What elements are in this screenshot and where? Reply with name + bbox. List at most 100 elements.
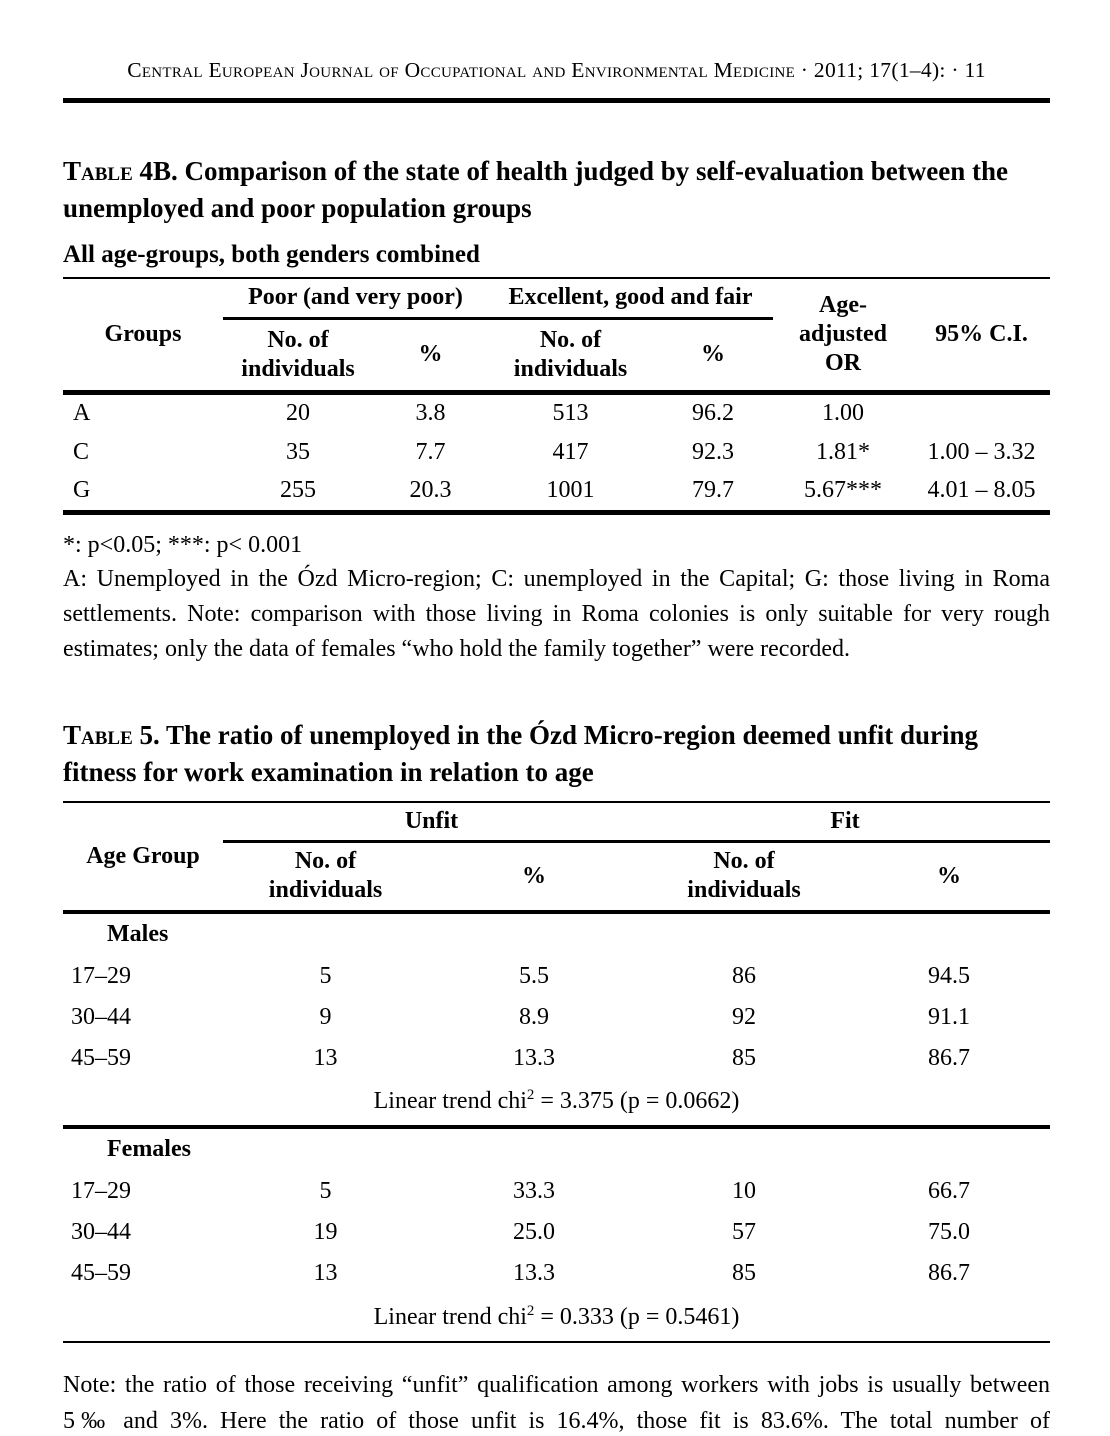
- trend-superscript: 2: [526, 1087, 535, 1103]
- table-row: 45–59 13 13.3 85 86.7: [63, 1038, 1050, 1079]
- col-header-fit-n: No. of individuals: [640, 841, 848, 914]
- section-label: Females: [107, 1136, 191, 1162]
- table-cell: 20.3: [409, 477, 452, 504]
- table4b-title-text: Comparison of the state of health judged…: [63, 156, 1008, 223]
- table5-title-text: The ratio of unemployed in the Ózd Micro…: [63, 719, 979, 787]
- table5-header-row2: No. of individuals % No. of individuals …: [63, 841, 1051, 914]
- table-row: C 35 7.7 417 92.3 1.81* 1.00 – 3.32: [63, 432, 1050, 472]
- table-cell: 5.67***: [804, 477, 882, 504]
- table5: Age Group Unfit Fit No. of individuals %…: [63, 800, 1051, 1343]
- table-cell: 35: [286, 438, 310, 465]
- trend-text: = 0.333 (p = 0.5461): [534, 1303, 740, 1330]
- table-cell: 20: [286, 399, 310, 426]
- table5-note: Note: the ratio of those receiving “unfi…: [63, 1371, 1050, 1434]
- table-cell: G: [73, 477, 91, 504]
- col-header-groups: Groups: [63, 278, 223, 395]
- table-cell: 13: [313, 1259, 338, 1286]
- table-row: 30–44 19 25.0 57 75.0: [63, 1212, 1050, 1253]
- table4b-header-row1: Groups Poor (and very poor) Excellent, g…: [63, 278, 1050, 395]
- col-header-poor-pct: %: [373, 318, 488, 395]
- col-header-fit-pct: %: [848, 841, 1051, 914]
- table-cell: 1.00 – 3.32: [927, 438, 1036, 465]
- table-cell: 1001: [546, 477, 595, 504]
- table-cell: 66.7: [928, 1177, 970, 1204]
- table-cell: 85: [732, 1044, 756, 1071]
- table4b-significance-footnote: *: p<0.05; ***: p< 0.001: [63, 531, 303, 558]
- table-cell: 7.7: [415, 438, 446, 465]
- table-cell: [913, 392, 1050, 432]
- trend-text: Linear trend chi: [373, 1088, 527, 1114]
- table-cell: 30–44: [71, 1003, 131, 1030]
- col-header-poor-n: No. of individuals: [223, 318, 373, 395]
- col-header-poor-span: Poor (and very poor): [223, 278, 488, 320]
- table4b-header-row2: No. of individuals % No. of individuals …: [63, 318, 1050, 395]
- table5-title: Table 5. The ratio of unemployed in the …: [63, 717, 1050, 791]
- table-cell: 17–29: [71, 962, 131, 989]
- table-cell: 45–59: [71, 1259, 131, 1286]
- table4b-title-label: Table 4B.: [63, 156, 178, 186]
- table-cell: 96.2: [692, 399, 734, 426]
- table-cell: 85: [732, 1259, 756, 1286]
- table-cell: 92.3: [692, 438, 734, 465]
- header-rule: [63, 98, 1050, 103]
- table-cell: 4.01 – 8.05: [927, 477, 1036, 504]
- table4b-title: Table 4B. Comparison of the state of hea…: [63, 153, 1050, 227]
- table-cell: 13.3: [513, 1044, 555, 1071]
- table-row: G 255 20.3 1001 79.7 5.67*** 4.01 – 8.05: [63, 472, 1050, 512]
- trend-row-females: Linear trend chi2 = 0.333 (p = 0.5461): [63, 1294, 1050, 1342]
- table-cell: 19: [313, 1218, 338, 1245]
- table-cell: 5: [319, 1177, 332, 1204]
- table-row: A 20 3.8 513 96.2 1.00: [63, 392, 1050, 432]
- table-cell: 417: [552, 438, 589, 465]
- table-cell: 8.9: [519, 1003, 549, 1030]
- trend-text: = 3.375 (p = 0.0662): [534, 1088, 740, 1114]
- table-cell: 5: [319, 962, 332, 989]
- table-cell: 86.7: [928, 1044, 970, 1071]
- section-row-females: Females: [63, 1127, 1050, 1171]
- col-header-ci: 95% C.I.: [913, 278, 1050, 395]
- table-cell: 17–29: [71, 1177, 131, 1204]
- table-cell: 33.3: [513, 1177, 555, 1204]
- col-header-good-n: No. of individuals: [488, 318, 653, 395]
- col-header-excellent-span: Excellent, good and fair: [488, 278, 773, 320]
- table-row: 45–59 13 13.3 85 86.7: [63, 1253, 1050, 1294]
- table-cell: 75.0: [928, 1218, 970, 1245]
- table-cell: 255: [280, 477, 316, 504]
- section-row-males: Males: [63, 912, 1050, 956]
- table-cell: 94.5: [928, 962, 970, 989]
- table-cell: 91.1: [928, 1003, 970, 1030]
- table-cell: 86: [732, 962, 756, 989]
- table-cell: C: [73, 438, 90, 465]
- table-cell: 86.7: [928, 1259, 970, 1286]
- table-row: 30–44 9 8.9 92 91.1: [63, 997, 1050, 1038]
- table-row: 17–29 5 5.5 86 94.5: [63, 956, 1050, 997]
- table-cell: 25.0: [513, 1218, 555, 1245]
- col-header-unfit-n: No. of individuals: [223, 841, 428, 914]
- table-cell: 10: [732, 1177, 756, 1204]
- col-header-unfit-span: Unfit: [223, 801, 640, 843]
- table-cell: 79.7: [692, 477, 734, 504]
- trend-row-males: Linear trend chi2 = 3.375 (p = 0.0662): [63, 1078, 1051, 1129]
- col-header-age-adjusted-or: Age- adjusted OR: [773, 278, 913, 395]
- table-cell: 1.81*: [816, 438, 870, 465]
- table-cell: 9: [319, 1003, 332, 1030]
- table-cell: 13: [313, 1044, 338, 1071]
- table4b: Groups Poor (and very poor) Excellent, g…: [63, 277, 1050, 515]
- table-cell: 45–59: [71, 1044, 131, 1071]
- journal-header-line: Central European Journal of Occupational…: [127, 58, 986, 82]
- table-cell: 5.5: [519, 962, 549, 989]
- table5-header-row1: Age Group Unfit Fit: [63, 801, 1051, 914]
- table-cell: 1.00: [822, 399, 864, 426]
- table-cell: A: [73, 399, 91, 426]
- col-header-good-pct: %: [653, 318, 773, 395]
- table-cell: 3.8: [415, 399, 446, 426]
- males-linear-trend: Linear trend chi2 = 3.375 (p = 0.0662): [63, 1078, 1051, 1129]
- section-label: Males: [107, 921, 169, 947]
- col-header-unfit-pct: %: [428, 841, 640, 914]
- table-cell: 92: [732, 1003, 756, 1030]
- trend-superscript: 2: [526, 1302, 535, 1319]
- table-cell: 30–44: [71, 1218, 131, 1245]
- col-header-fit-span: Fit: [640, 801, 1051, 843]
- trend-text: Linear trend chi: [373, 1303, 527, 1330]
